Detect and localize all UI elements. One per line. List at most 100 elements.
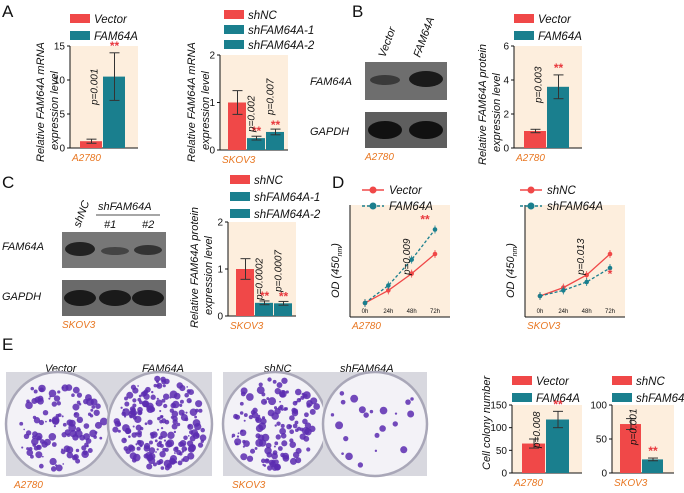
band (65, 242, 95, 256)
colony (187, 424, 191, 428)
y-tick-label: 0 (209, 146, 215, 157)
colony (357, 462, 364, 468)
x-tick-label: 24h (383, 309, 393, 315)
colony (129, 452, 137, 460)
legend-label: shFAM64A-2 (248, 40, 315, 52)
significance-marker: * (608, 267, 613, 281)
colony (153, 433, 156, 436)
legend-label: Vector (94, 14, 128, 26)
colony (156, 384, 160, 388)
band (101, 247, 129, 255)
colony (197, 442, 204, 448)
colony (91, 405, 96, 409)
colony (195, 400, 203, 408)
colony (294, 420, 299, 425)
colony (248, 415, 253, 420)
colony (49, 395, 52, 398)
colony (335, 421, 344, 430)
p-value: p=0.003 (533, 66, 544, 104)
colony (75, 458, 81, 464)
p-value: p=0.013 (576, 238, 587, 276)
colony (94, 421, 102, 429)
colony (112, 426, 119, 433)
colony (374, 432, 380, 438)
colony (289, 429, 295, 435)
colony (93, 409, 100, 416)
bar (522, 443, 545, 473)
colony (155, 399, 163, 407)
bar-chart-B: 0 2 4 6 ** p=0.003 A2780 (503, 42, 582, 164)
panel-label-b: B (352, 2, 363, 21)
colony (143, 445, 151, 452)
colony (21, 446, 24, 449)
significance-marker: ** (648, 444, 658, 458)
colony (45, 420, 47, 423)
colony (246, 393, 254, 401)
band (368, 121, 402, 139)
bar (642, 459, 663, 473)
colony (55, 464, 63, 472)
bar (546, 419, 569, 473)
colony (86, 444, 89, 448)
colony (31, 438, 39, 446)
plot-background (525, 205, 625, 317)
significance-marker: ** (110, 39, 120, 53)
colony (60, 449, 66, 455)
colony (72, 403, 80, 411)
p-value: p=0.001 (629, 409, 640, 446)
colony (150, 394, 156, 400)
colony (61, 386, 64, 389)
legend-label: FAM64A (389, 201, 433, 213)
colony (345, 452, 353, 461)
colony (122, 408, 125, 411)
colony (243, 419, 246, 422)
colony (264, 401, 267, 404)
colony (161, 398, 166, 403)
colony (159, 415, 164, 419)
colony (73, 412, 80, 418)
legend-marker (369, 202, 377, 210)
colony (43, 438, 51, 446)
colony (255, 439, 264, 447)
cell-line-label: A2780 (13, 480, 43, 491)
colony (33, 389, 38, 394)
colony (200, 439, 205, 443)
colony (132, 387, 139, 394)
colony (179, 399, 184, 404)
colony (146, 463, 153, 470)
significance-marker: ** (554, 61, 564, 75)
cell-line-label: A2780 (71, 153, 101, 164)
lane-label-shfam64a: shFAM64A (98, 201, 152, 213)
bar (80, 141, 102, 148)
colony (121, 437, 127, 444)
colony (154, 439, 158, 443)
p-value: p=0.009 (402, 238, 413, 276)
colony (194, 422, 202, 431)
row-label-fam64a: FAM64A (2, 241, 44, 253)
y-label-c-line1: Relative FAM64A protein (189, 207, 201, 328)
bar-chart-E1: 0 50 100 150 ** p=0.008 A2780 (490, 397, 582, 489)
colony (156, 397, 159, 400)
x-tick-label: 24h (558, 309, 568, 315)
colony (267, 377, 272, 382)
colony (339, 391, 345, 396)
colony (51, 401, 58, 407)
colony (170, 402, 177, 409)
colony (303, 435, 310, 442)
colony (273, 459, 279, 465)
colony (233, 413, 239, 419)
legend-label: shFAM64A-1 (248, 25, 314, 37)
colony (151, 390, 154, 394)
band (99, 290, 131, 306)
cell-line-label: A2780 (364, 152, 394, 163)
lane-label-shnc: shNC (72, 199, 93, 229)
colony (99, 417, 108, 426)
panel-label-a: A (2, 2, 14, 21)
y-tick-label: 0 (59, 144, 65, 155)
colony (187, 452, 195, 460)
x-tick-label: 48h (407, 309, 417, 315)
colony (173, 430, 177, 434)
legend-marker (369, 186, 377, 194)
